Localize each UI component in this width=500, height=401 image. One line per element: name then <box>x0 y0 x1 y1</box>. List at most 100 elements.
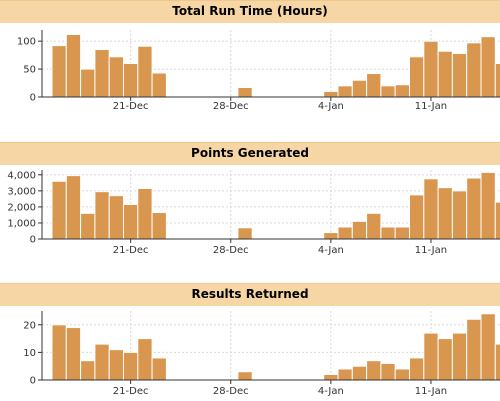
x-tick-label: 11-Jan <box>415 245 447 256</box>
bar <box>94 343 110 381</box>
bar <box>466 318 482 381</box>
x-tick-label: 4-Jan <box>318 101 344 112</box>
y-tick-label: 2,000 <box>7 202 36 213</box>
bar <box>123 63 139 98</box>
bar <box>323 90 339 98</box>
bar <box>437 50 453 98</box>
bar <box>51 45 67 98</box>
bar <box>137 338 153 381</box>
bar <box>51 180 67 240</box>
bar <box>108 349 124 381</box>
bar-chart-points-generated: 0 1,000 2,000 3,000 4,000 21-Dec 28-Dec 4-Jan 11… <box>7 170 500 256</box>
bar <box>80 360 96 381</box>
y-tick-label: 0 <box>30 93 36 104</box>
y-tick-label: 3,000 <box>7 186 36 197</box>
bar <box>423 178 439 240</box>
bar <box>237 87 253 98</box>
bar <box>151 72 167 98</box>
chart-panel-points-generated: Points Generated 0 1,000 2,000 3,000 4,000 21… <box>0 142 500 260</box>
x-tick-label: 21-Dec <box>113 245 149 256</box>
bar <box>351 79 368 98</box>
bar <box>480 171 496 240</box>
bar <box>123 351 139 381</box>
bar <box>380 226 396 240</box>
bar <box>480 36 496 98</box>
bar <box>108 195 124 240</box>
chart-title: Total Run Time (Hours) <box>172 4 328 18</box>
bar <box>451 332 468 381</box>
bar <box>351 365 368 381</box>
x-tick-label: 4-Jan <box>318 245 344 256</box>
bar <box>480 313 496 381</box>
x-tick-label: 4-Jan <box>318 386 344 397</box>
bar <box>123 204 139 240</box>
y-tick-label: 100 <box>17 37 36 48</box>
bar <box>65 33 82 98</box>
bar <box>51 324 67 381</box>
x-tick-label: 21-Dec <box>113 386 149 397</box>
x-tick-label: 11-Jan <box>415 101 447 112</box>
y-tick-label: 4,000 <box>7 170 36 181</box>
bar <box>108 56 124 98</box>
chart-title: Results Returned <box>191 287 309 301</box>
bar <box>151 357 167 381</box>
bar <box>409 56 425 98</box>
y-tick-label: 0 <box>30 376 36 387</box>
bar <box>394 368 411 381</box>
bar <box>151 212 167 240</box>
bar <box>237 371 253 381</box>
bar <box>80 212 96 240</box>
x-tick-label: 28-Dec <box>213 386 249 397</box>
x-tick-label: 28-Dec <box>213 101 249 112</box>
chart-header <box>0 0 500 23</box>
bar <box>494 201 500 240</box>
chart-panel-results-returned: Results Returned 0 10 20 21-Dec 28-Dec 4-Jan 1… <box>0 283 500 401</box>
bar <box>494 343 500 381</box>
bar <box>323 373 339 381</box>
bar <box>394 84 411 98</box>
bar <box>323 232 339 240</box>
bar-chart-results-returned: 0 10 20 21-Dec 28-Dec 4-Jan 11-Jan <box>23 311 500 397</box>
bar <box>409 357 425 381</box>
bar <box>466 42 482 98</box>
bar <box>65 175 82 240</box>
y-tick-label: 1,000 <box>7 218 36 229</box>
bar <box>423 40 439 98</box>
bar <box>351 220 368 240</box>
y-tick-label: 10 <box>23 348 36 359</box>
bar <box>80 68 96 98</box>
bar <box>366 73 382 98</box>
bar <box>337 226 353 240</box>
bar <box>94 49 110 98</box>
chart-panel-run-time: Total Run Time (Hours) 0 50 100 21-Dec 28-De… <box>0 0 500 115</box>
bar <box>237 227 253 240</box>
y-tick-label: 0 <box>30 235 36 246</box>
chart-header <box>0 142 500 165</box>
bar <box>337 368 353 381</box>
bar <box>337 85 353 98</box>
chart-header <box>0 283 500 306</box>
bar <box>394 226 411 240</box>
bar <box>451 190 468 240</box>
bar <box>409 194 425 240</box>
x-tick-label: 28-Dec <box>213 245 249 256</box>
bar <box>423 332 439 381</box>
bar <box>380 85 396 98</box>
y-tick-label: 50 <box>23 65 36 76</box>
bar <box>366 360 382 381</box>
x-tick-label: 11-Jan <box>415 386 447 397</box>
bar <box>466 177 482 240</box>
bar <box>437 187 453 240</box>
bar <box>137 45 153 98</box>
bar <box>366 212 382 240</box>
bar <box>494 63 500 98</box>
x-tick-label: 21-Dec <box>113 101 149 112</box>
bar <box>437 338 453 381</box>
bar <box>94 191 110 240</box>
y-tick-label: 20 <box>23 320 36 331</box>
bar <box>451 52 468 98</box>
bar <box>65 327 82 381</box>
bar <box>380 362 396 381</box>
bar <box>137 187 153 240</box>
chart-title: Points Generated <box>191 146 309 160</box>
